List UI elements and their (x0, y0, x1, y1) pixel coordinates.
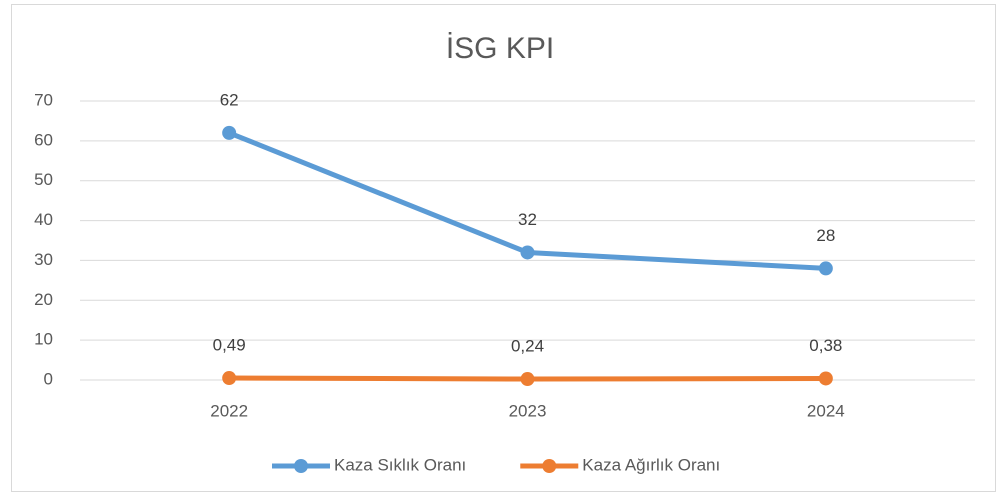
data-point (222, 371, 237, 386)
data-label: 32 (518, 210, 537, 229)
y-tick-label: 70 (34, 90, 53, 109)
chart-border (11, 4, 996, 492)
y-tick-label: 0 (44, 369, 53, 388)
data-label: 0,49 (213, 336, 246, 355)
data-point (818, 261, 833, 276)
x-tick-label: 2023 (509, 401, 547, 420)
y-tick-label: 50 (34, 170, 53, 189)
data-label: 62 (220, 90, 239, 109)
x-tick-label: 2022 (210, 401, 248, 420)
data-label: 28 (816, 226, 835, 245)
y-tick-label: 30 (34, 250, 53, 269)
y-tick-label: 10 (34, 330, 53, 349)
data-point (520, 245, 535, 260)
y-tick-label: 40 (34, 210, 53, 229)
data-point (818, 371, 833, 386)
chart-title: İSG KPI (446, 32, 554, 65)
data-label: 0,38 (809, 336, 842, 355)
y-tick-label: 20 (34, 290, 53, 309)
x-tick-label: 2024 (807, 401, 845, 420)
data-label: 0,24 (511, 337, 544, 356)
data-point (520, 372, 535, 387)
y-tick-label: 60 (34, 130, 53, 149)
data-point (222, 125, 237, 140)
legend-marker (294, 459, 308, 473)
legend-marker (542, 459, 557, 473)
legend-label: Kaza Sıklık Oranı (334, 455, 466, 474)
legend-label: Kaza Ağırlık Oranı (582, 455, 720, 474)
